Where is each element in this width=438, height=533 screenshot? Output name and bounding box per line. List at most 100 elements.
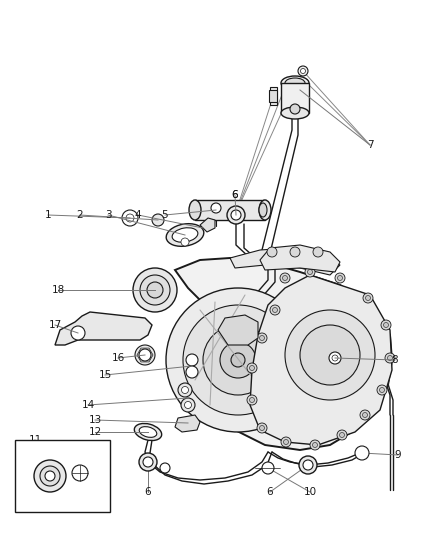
Circle shape (384, 322, 389, 327)
Text: 11: 11 (28, 435, 42, 445)
Circle shape (305, 267, 315, 277)
Ellipse shape (285, 78, 305, 88)
Circle shape (220, 342, 256, 378)
Circle shape (45, 471, 55, 481)
Text: 4: 4 (135, 210, 141, 220)
Ellipse shape (134, 423, 162, 441)
Circle shape (338, 276, 343, 280)
Ellipse shape (172, 228, 198, 243)
Circle shape (283, 440, 289, 445)
Text: 2: 2 (77, 210, 83, 220)
Ellipse shape (281, 76, 309, 90)
Circle shape (122, 210, 138, 226)
Circle shape (143, 457, 153, 467)
Circle shape (126, 214, 134, 222)
Circle shape (270, 305, 280, 315)
Circle shape (135, 345, 155, 365)
Circle shape (363, 413, 367, 417)
Text: 8: 8 (392, 355, 398, 365)
Text: 15: 15 (99, 370, 112, 380)
Circle shape (231, 353, 245, 367)
Circle shape (257, 423, 267, 433)
Circle shape (140, 275, 170, 305)
Circle shape (133, 268, 177, 312)
Polygon shape (55, 312, 152, 345)
Circle shape (381, 320, 391, 330)
Circle shape (178, 383, 192, 397)
Text: 6: 6 (232, 190, 238, 200)
Text: 5: 5 (162, 210, 168, 220)
Bar (281, 83, 309, 113)
Circle shape (360, 410, 370, 420)
Circle shape (181, 238, 189, 246)
Polygon shape (218, 315, 258, 345)
Ellipse shape (166, 224, 204, 246)
Circle shape (262, 462, 274, 474)
Text: 16: 16 (111, 353, 125, 363)
Text: 13: 13 (88, 415, 102, 425)
Circle shape (285, 310, 375, 400)
Circle shape (307, 270, 312, 274)
Text: 6: 6 (267, 487, 273, 497)
Circle shape (139, 349, 151, 361)
Circle shape (250, 398, 254, 402)
Polygon shape (175, 258, 392, 450)
Bar (15, 440, 110, 512)
Circle shape (312, 442, 318, 448)
Circle shape (290, 247, 300, 257)
Circle shape (379, 387, 385, 392)
Circle shape (337, 430, 347, 440)
Ellipse shape (281, 107, 309, 119)
Circle shape (339, 432, 345, 438)
Circle shape (203, 325, 273, 395)
Circle shape (71, 326, 85, 340)
Text: 6: 6 (232, 190, 238, 200)
Text: 7: 7 (367, 140, 373, 150)
Circle shape (259, 335, 265, 341)
Polygon shape (230, 248, 340, 275)
Circle shape (160, 463, 170, 473)
Ellipse shape (139, 426, 157, 438)
Circle shape (257, 333, 267, 343)
Text: 9: 9 (395, 450, 401, 460)
Circle shape (181, 386, 188, 393)
Circle shape (283, 276, 287, 280)
Circle shape (298, 66, 308, 76)
Text: 3: 3 (105, 210, 111, 220)
Ellipse shape (259, 200, 271, 220)
Polygon shape (200, 218, 215, 232)
Circle shape (355, 446, 369, 460)
Circle shape (332, 355, 338, 361)
Circle shape (272, 308, 278, 312)
Circle shape (281, 437, 291, 447)
Circle shape (250, 366, 254, 370)
Circle shape (363, 293, 373, 303)
Ellipse shape (189, 200, 201, 220)
Circle shape (388, 356, 392, 360)
Text: 17: 17 (48, 320, 62, 330)
Circle shape (247, 363, 257, 373)
Circle shape (183, 305, 293, 415)
Circle shape (280, 273, 290, 283)
Circle shape (34, 460, 66, 492)
Circle shape (231, 210, 241, 220)
Text: 18: 18 (51, 285, 65, 295)
Text: 10: 10 (304, 487, 317, 497)
Circle shape (181, 398, 195, 412)
Circle shape (313, 247, 323, 257)
Circle shape (299, 456, 317, 474)
Circle shape (267, 247, 277, 257)
Circle shape (377, 385, 387, 395)
Circle shape (211, 203, 221, 213)
Polygon shape (270, 87, 277, 105)
Circle shape (40, 466, 60, 486)
Circle shape (365, 295, 371, 301)
Circle shape (329, 352, 341, 364)
Polygon shape (250, 275, 392, 445)
Circle shape (335, 273, 345, 283)
Circle shape (147, 282, 163, 298)
Circle shape (259, 425, 265, 431)
Circle shape (186, 354, 198, 366)
Bar (195, 200, 265, 220)
Circle shape (227, 206, 245, 224)
